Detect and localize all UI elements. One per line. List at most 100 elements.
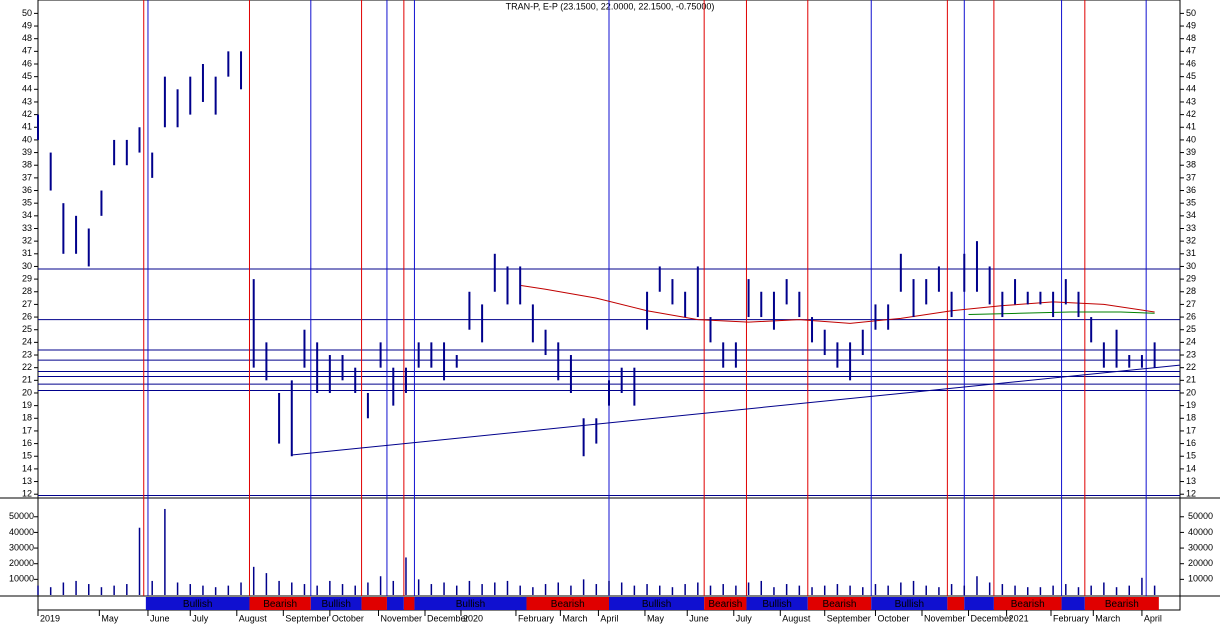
x-tick-label: February xyxy=(518,613,555,623)
y-tick-label: 41 xyxy=(22,122,32,132)
y-tick-label: 46 xyxy=(22,58,32,68)
signal-segment xyxy=(249,597,311,610)
signal-label: Bullish xyxy=(762,599,791,610)
y-tick-label: 46 xyxy=(1186,58,1196,68)
signal-segment xyxy=(1084,597,1159,610)
y-tick-label: 27 xyxy=(1186,299,1196,309)
y-tick-label: 10000 xyxy=(1188,574,1213,584)
y-tick-label: 31 xyxy=(22,248,32,258)
y-tick-label: 12 xyxy=(1186,489,1196,499)
signal-label: Bullish xyxy=(183,599,212,610)
signal-segment xyxy=(145,597,250,610)
y-tick-label: 40 xyxy=(1186,134,1196,144)
x-tick-label: April xyxy=(600,613,618,623)
y-tick-label: 13 xyxy=(22,476,32,486)
y-tick-label: 47 xyxy=(1186,46,1196,56)
x-tick-label: November xyxy=(924,613,966,623)
y-tick-label: 23 xyxy=(1186,349,1196,359)
signal-label: Bullish xyxy=(895,599,924,610)
y-tick-label: 17 xyxy=(1186,425,1196,435)
y-tick-label: 17 xyxy=(22,425,32,435)
y-tick-label: 35 xyxy=(1186,198,1196,208)
y-tick-label: 12 xyxy=(22,489,32,499)
y-tick-label: 28 xyxy=(22,286,32,296)
y-tick-label: 21 xyxy=(22,375,32,385)
y-tick-label: 49 xyxy=(22,20,32,30)
y-tick-label: 50000 xyxy=(1188,511,1213,521)
y-tick-label: 43 xyxy=(22,96,32,106)
y-tick-label: 20000 xyxy=(1188,558,1213,568)
y-tick-label: 37 xyxy=(1186,172,1196,182)
signal-label: Bearish xyxy=(1011,599,1045,610)
y-tick-label: 24 xyxy=(22,337,32,347)
y-tick-label: 29 xyxy=(22,273,32,283)
x-tick-label: February xyxy=(1053,613,1090,623)
x-tick-label: August xyxy=(239,613,268,623)
y-tick-label: 38 xyxy=(1186,160,1196,170)
y-tick-label: 25 xyxy=(1186,324,1196,334)
signal-segment xyxy=(993,597,1062,610)
y-tick-label: 22 xyxy=(1186,362,1196,372)
y-tick-label: 14 xyxy=(22,463,32,473)
signal-segment xyxy=(361,597,387,610)
signal-label: Bearish xyxy=(708,599,742,610)
overlay-line xyxy=(291,364,1181,456)
x-tick-label: December xyxy=(427,613,469,623)
signal-label: Bullish xyxy=(642,599,671,610)
signal-segment xyxy=(386,597,404,610)
signal-segment xyxy=(310,597,362,610)
x-tick-label: September xyxy=(285,613,329,623)
y-tick-label: 30000 xyxy=(1188,542,1213,552)
y-tick-label: 23 xyxy=(22,349,32,359)
y-tick-label: 35 xyxy=(22,198,32,208)
x-tick-label: November xyxy=(380,613,422,623)
signal-label: Bullish xyxy=(321,599,350,610)
y-tick-label: 48 xyxy=(1186,33,1196,43)
signal-label: Bearish xyxy=(1105,599,1139,610)
y-tick-label: 36 xyxy=(1186,185,1196,195)
y-tick-label: 15 xyxy=(22,451,32,461)
overlay-line xyxy=(520,284,1155,324)
x-tick-label: 2020 xyxy=(463,613,483,623)
x-tick-label: June xyxy=(689,613,709,623)
y-tick-label: 48 xyxy=(22,33,32,43)
y-tick-label: 22 xyxy=(22,362,32,372)
y-tick-label: 50 xyxy=(1186,8,1196,18)
y-tick-label: 32 xyxy=(1186,236,1196,246)
y-tick-label: 49 xyxy=(1186,20,1196,30)
y-tick-label: 20000 xyxy=(9,558,34,568)
x-tick-label: July xyxy=(736,613,753,623)
y-tick-label: 14 xyxy=(1186,463,1196,473)
signal-label: Bullish xyxy=(456,599,485,610)
x-tick-label: August xyxy=(782,613,811,623)
y-tick-label: 40000 xyxy=(9,527,34,537)
signal-label: Bearish xyxy=(263,599,297,610)
x-tick-label: 2019 xyxy=(40,613,60,623)
y-tick-label: 42 xyxy=(22,109,32,119)
y-tick-label: 16 xyxy=(22,438,32,448)
y-tick-label: 40 xyxy=(22,134,32,144)
signal-segment xyxy=(807,597,872,610)
signal-segment xyxy=(947,597,965,610)
y-tick-label: 20 xyxy=(1186,387,1196,397)
signal-label: Bearish xyxy=(551,599,585,610)
y-tick-label: 30 xyxy=(22,261,32,271)
y-tick-label: 29 xyxy=(1186,273,1196,283)
y-tick-label: 20 xyxy=(22,387,32,397)
y-tick-label: 19 xyxy=(1186,400,1196,410)
x-tick-label: 2021 xyxy=(1009,613,1029,623)
y-tick-label: 21 xyxy=(1186,375,1196,385)
y-tick-label: 26 xyxy=(1186,311,1196,321)
y-tick-label: 19 xyxy=(22,400,32,410)
y-tick-label: 16 xyxy=(1186,438,1196,448)
x-tick-label: April xyxy=(1144,613,1162,623)
x-tick-label: October xyxy=(332,613,364,623)
y-tick-label: 27 xyxy=(22,299,32,309)
signal-segment xyxy=(609,597,705,610)
y-tick-label: 31 xyxy=(1186,248,1196,258)
y-tick-label: 15 xyxy=(1186,451,1196,461)
y-tick-label: 39 xyxy=(1186,147,1196,157)
y-tick-label: 25 xyxy=(22,324,32,334)
y-tick-label: 44 xyxy=(1186,84,1196,94)
